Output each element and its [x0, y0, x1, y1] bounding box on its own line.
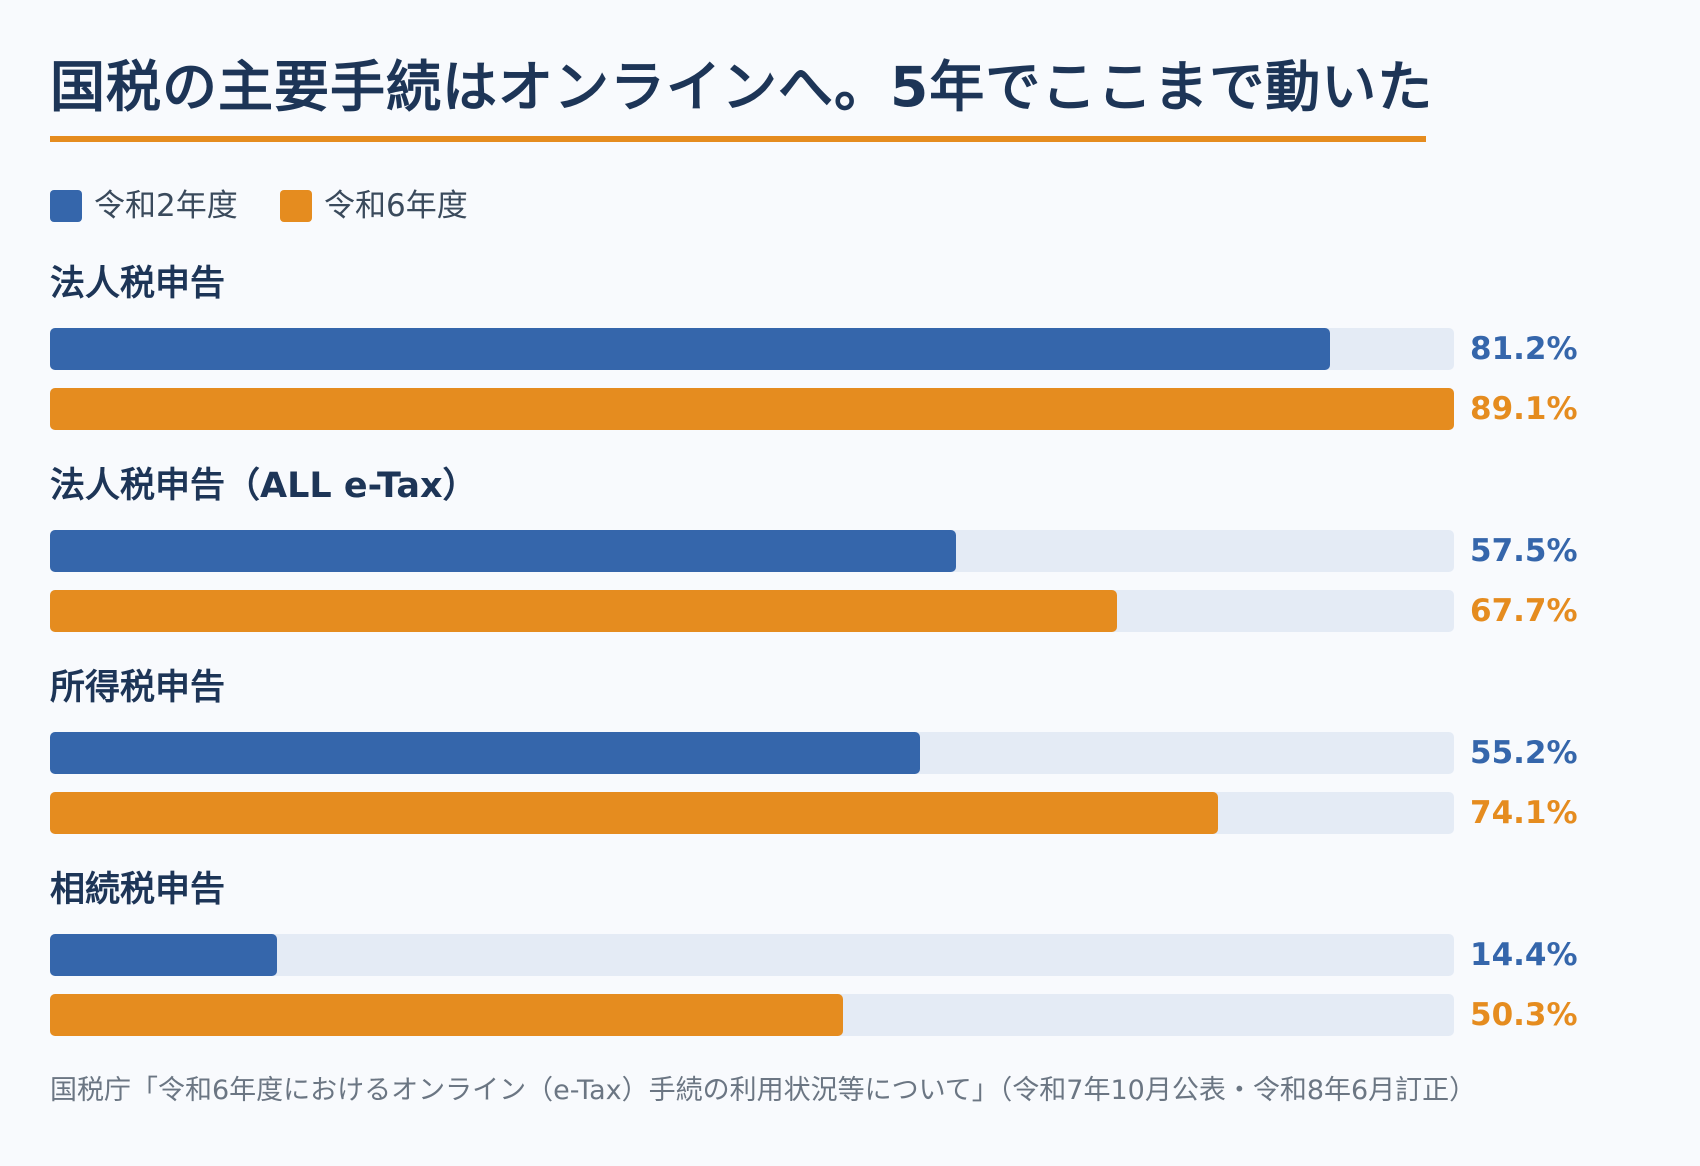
legend-label-series-b: 令和6年度 [324, 188, 468, 224]
data-label: 55.2% [1470, 735, 1578, 771]
category-label: 所得税申告 [50, 668, 226, 708]
data-label: 67.7% [1470, 593, 1578, 629]
bar-series-b [50, 792, 1218, 834]
bar-series-a [50, 934, 277, 976]
bar-track [50, 530, 1454, 572]
legend-label-series-a: 令和2年度 [94, 188, 238, 224]
category-label: 法人税申告 [50, 264, 226, 304]
title-underline [50, 136, 1426, 142]
data-label: 81.2% [1470, 331, 1578, 367]
bar-track [50, 934, 1454, 976]
data-label: 89.1% [1470, 391, 1578, 427]
bar-track [50, 328, 1454, 370]
category-label: 法人税申告（ALL e-Tax） [50, 466, 478, 506]
data-label: 50.3% [1470, 997, 1578, 1033]
bar-track [50, 732, 1454, 774]
bar-series-b [50, 590, 1117, 632]
legend-swatch-series-a [50, 190, 82, 222]
bar-track [50, 792, 1454, 834]
legend-swatch-series-b [280, 190, 312, 222]
bar-track [50, 388, 1454, 430]
data-label: 74.1% [1470, 795, 1578, 831]
chart-title: 国税の主要手続はオンラインへ。5年でここまで動いた [50, 55, 1434, 119]
data-label: 57.5% [1470, 533, 1578, 569]
source-note: 国税庁「令和6年度におけるオンライン（e-Tax）手続の利用状況等について」（令… [50, 1075, 1477, 1106]
bar-series-b [50, 388, 1454, 430]
bar-series-a [50, 732, 920, 774]
bar-track [50, 590, 1454, 632]
bar-series-a [50, 530, 956, 572]
data-label: 14.4% [1470, 937, 1578, 973]
category-label: 相続税申告 [50, 870, 226, 910]
bar-series-b [50, 994, 843, 1036]
bar-series-a [50, 328, 1330, 370]
bar-track [50, 994, 1454, 1036]
